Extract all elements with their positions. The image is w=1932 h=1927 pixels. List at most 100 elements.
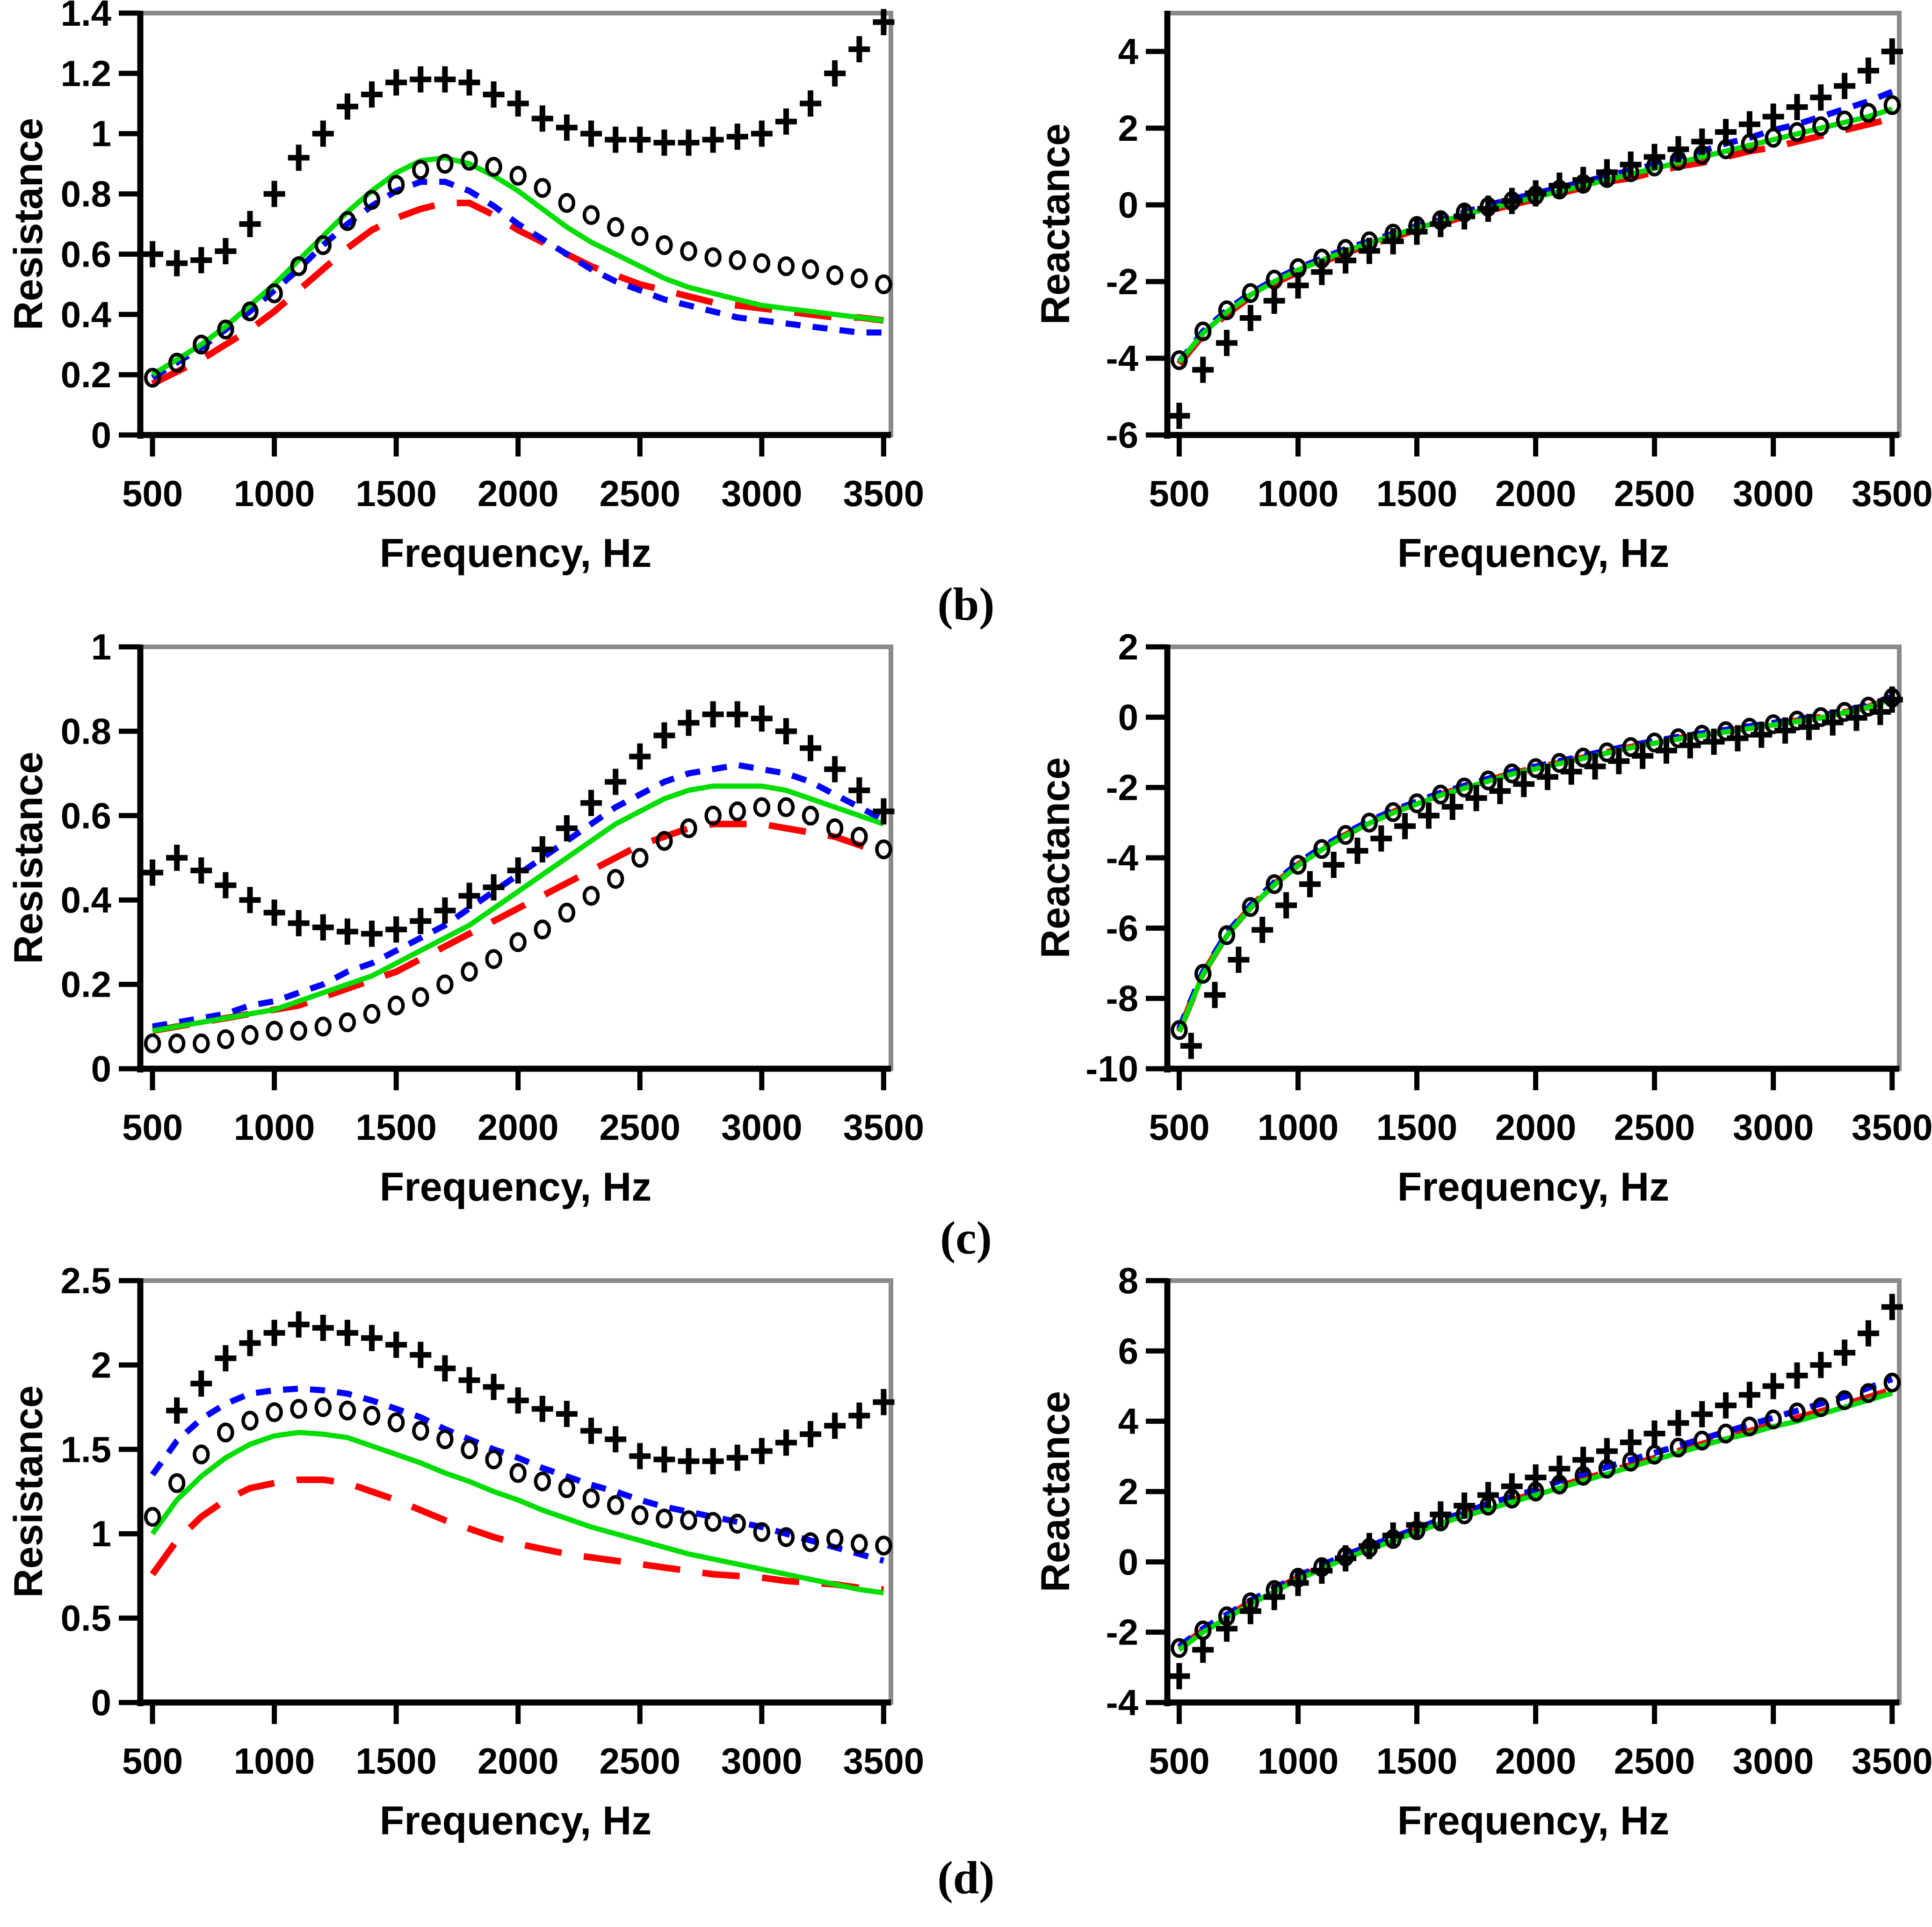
svg-text:Resistance: Resistance <box>6 118 51 330</box>
svg-text:3500: 3500 <box>1852 1740 1932 1782</box>
svg-text:500: 500 <box>1149 1107 1209 1148</box>
svg-text:1500: 1500 <box>355 1107 437 1148</box>
svg-text:2.5: 2.5 <box>61 1268 111 1301</box>
svg-text:4: 4 <box>1118 31 1138 72</box>
svg-text:1.5: 1.5 <box>61 1429 111 1470</box>
svg-text:0.2: 0.2 <box>61 964 111 1005</box>
svg-text:2: 2 <box>1118 634 1138 667</box>
svg-text:1000: 1000 <box>234 1107 315 1148</box>
svg-text:3000: 3000 <box>721 1107 803 1148</box>
chart-c-resistance: 0 0.2 0.4 0.6 0.8 1 500 1000 1500 2000 2500 3000 350… <box>0 634 966 1209</box>
svg-text:2000: 2000 <box>478 1107 559 1148</box>
svg-text:0.6: 0.6 <box>61 795 111 836</box>
svg-text:0.6: 0.6 <box>61 233 111 275</box>
svg-text:1500: 1500 <box>1376 1740 1458 1782</box>
svg-text:2000: 2000 <box>1495 1107 1577 1148</box>
svg-text:2: 2 <box>1118 108 1138 149</box>
panel-label-c: (c) <box>940 1212 992 1264</box>
svg-text:8: 8 <box>1118 1268 1138 1301</box>
svg-text:0: 0 <box>91 1048 111 1089</box>
svg-text:Frequency, Hz: Frequency, Hz <box>380 531 651 575</box>
svg-text:1500: 1500 <box>1376 473 1458 514</box>
svg-text:Resistance: Resistance <box>6 752 51 964</box>
svg-text:2500: 2500 <box>599 1107 680 1148</box>
svg-text:3500: 3500 <box>843 473 925 514</box>
svg-text:-4: -4 <box>1106 837 1138 878</box>
svg-text:0.4: 0.4 <box>61 294 111 335</box>
d-reactance-plot: -4 -2 0 2 4 6 8 500 1000 1500 2000 2500 3000 3500 Freq… <box>1033 1268 1932 1843</box>
svg-text:500: 500 <box>1149 1740 1209 1782</box>
svg-text:2500: 2500 <box>1614 1107 1695 1148</box>
svg-text:0: 0 <box>1118 1541 1138 1582</box>
svg-text:3500: 3500 <box>843 1740 925 1782</box>
svg-text:1: 1 <box>91 113 111 154</box>
chart-b-resistance: 0 0.2 0.4 0.6 0.8 1 1.2 1.4 500 1000 1500 2000 2500 3… <box>0 0 966 575</box>
svg-text:1000: 1000 <box>1258 1740 1339 1782</box>
svg-text:2000: 2000 <box>1495 1740 1577 1782</box>
b-resistance-plot: 0 0.2 0.4 0.6 0.8 1 1.2 1.4 500 1000 1500 2000 2500 3… <box>6 0 925 575</box>
svg-text:-4: -4 <box>1106 1682 1138 1723</box>
svg-text:Reactance: Reactance <box>1033 1391 1078 1592</box>
svg-text:0.2: 0.2 <box>61 354 111 395</box>
svg-text:1500: 1500 <box>355 1740 437 1782</box>
svg-text:0: 0 <box>91 1682 111 1723</box>
svg-text:500: 500 <box>122 1107 183 1148</box>
svg-text:1000: 1000 <box>234 473 315 514</box>
svg-text:1.2: 1.2 <box>61 53 111 94</box>
svg-text:Frequency, Hz: Frequency, Hz <box>1397 531 1669 575</box>
svg-text:2000: 2000 <box>1495 473 1577 514</box>
svg-text:3500: 3500 <box>843 1107 925 1148</box>
svg-text:-2: -2 <box>1106 261 1138 302</box>
svg-text:4: 4 <box>1118 1401 1138 1442</box>
svg-text:0.4: 0.4 <box>61 879 111 920</box>
svg-text:-2: -2 <box>1106 1612 1138 1653</box>
svg-text:3000: 3000 <box>721 1740 803 1782</box>
svg-text:2000: 2000 <box>478 1740 559 1782</box>
svg-text:0: 0 <box>1118 696 1138 738</box>
d-resistance-plot: 0 0.5 1 1.5 2 2.5 500 1000 1500 2000 2500 3000 3500 F… <box>6 1268 925 1843</box>
svg-text:500: 500 <box>1149 473 1209 514</box>
svg-text:Resistance: Resistance <box>6 1385 51 1598</box>
svg-text:2500: 2500 <box>599 473 680 514</box>
svg-text:0: 0 <box>91 414 111 456</box>
svg-text:500: 500 <box>122 473 183 514</box>
chart-d-resistance: 0 0.5 1 1.5 2 2.5 500 1000 1500 2000 2500 3000 3500 F… <box>0 1268 966 1843</box>
svg-text:3000: 3000 <box>721 473 803 514</box>
svg-text:-4: -4 <box>1106 338 1138 379</box>
svg-text:1000: 1000 <box>1258 1107 1339 1148</box>
svg-text:3000: 3000 <box>1733 1107 1814 1148</box>
chart-c-reactance: -10 -8 -6 -4 -2 0 2 500 1000 1500 2000 2500 3000 3500… <box>966 634 1932 1209</box>
svg-text:Frequency, Hz: Frequency, Hz <box>380 1798 651 1843</box>
svg-text:0: 0 <box>1118 184 1138 225</box>
svg-text:-2: -2 <box>1106 767 1138 808</box>
svg-text:2500: 2500 <box>1614 473 1695 514</box>
svg-text:Frequency, Hz: Frequency, Hz <box>1397 1165 1669 1209</box>
svg-text:1.4: 1.4 <box>61 0 111 34</box>
svg-text:500: 500 <box>122 1740 183 1782</box>
svg-text:1500: 1500 <box>1376 1107 1458 1148</box>
svg-text:0.5: 0.5 <box>61 1598 111 1639</box>
svg-text:-6: -6 <box>1106 907 1138 949</box>
chart-d-reactance: -4 -2 0 2 4 6 8 500 1000 1500 2000 2500 3000 3500 Freq… <box>966 1268 1932 1843</box>
svg-text:2: 2 <box>1118 1471 1138 1512</box>
svg-text:-8: -8 <box>1106 978 1138 1019</box>
panel-label-d: (d) <box>937 1852 995 1904</box>
svg-text:Frequency, Hz: Frequency, Hz <box>1397 1798 1669 1843</box>
svg-text:2000: 2000 <box>478 473 559 514</box>
svg-text:3500: 3500 <box>1852 1107 1932 1148</box>
svg-text:2: 2 <box>91 1344 111 1385</box>
svg-text:-10: -10 <box>1085 1048 1138 1089</box>
panel-label-b: (b) <box>937 578 995 630</box>
svg-text:2500: 2500 <box>599 1740 680 1782</box>
svg-text:1: 1 <box>91 1513 111 1554</box>
svg-text:1: 1 <box>91 634 111 667</box>
svg-text:0.8: 0.8 <box>61 174 111 215</box>
svg-text:1000: 1000 <box>1258 473 1339 514</box>
svg-text:-6: -6 <box>1106 414 1138 456</box>
svg-text:0.8: 0.8 <box>61 710 111 752</box>
svg-text:3500: 3500 <box>1852 473 1932 514</box>
chart-b-reactance: -6 -4 -2 0 2 4 500 1000 1500 2000 2500 3000 3500 Freq… <box>966 0 1932 575</box>
svg-text:1500: 1500 <box>355 473 437 514</box>
